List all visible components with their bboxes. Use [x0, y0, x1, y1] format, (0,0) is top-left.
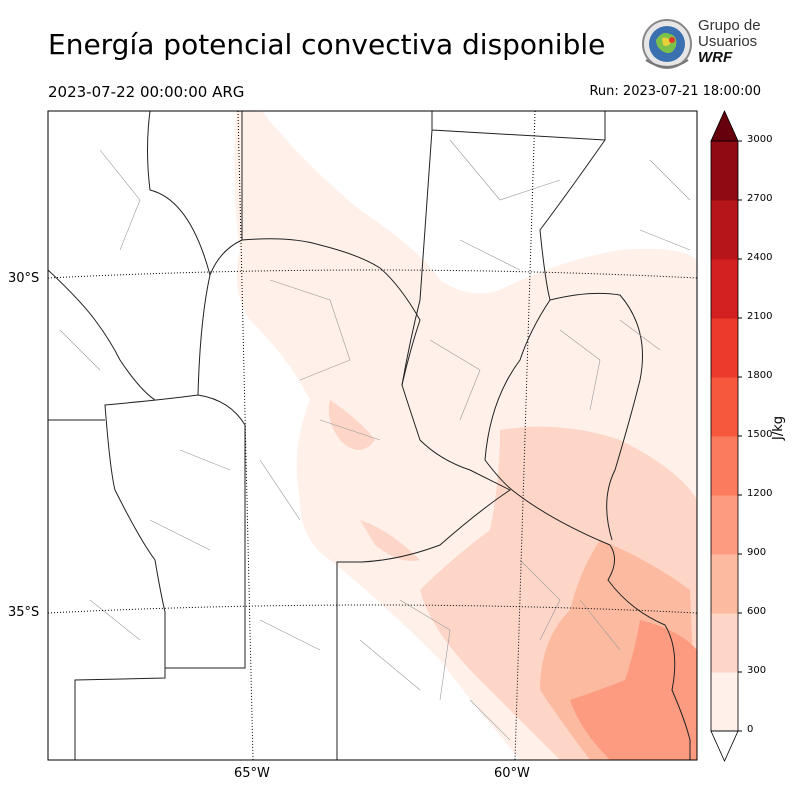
colorbar-segment — [711, 495, 738, 555]
cape-fill-300-600-band — [328, 400, 420, 561]
cape-field — [234, 111, 697, 760]
graticule — [48, 111, 697, 760]
map-frame — [47, 110, 698, 761]
meridian-65w — [237, 111, 254, 760]
colorbar-segment — [711, 554, 738, 614]
colorbar-tick-label: 2400 — [747, 252, 773, 263]
grupo-usuarios-wrf-logo: Grupo de Usuarios WRF — [638, 16, 768, 72]
colorbar — [710, 110, 742, 762]
colorbar-tick-label: 1500 — [747, 429, 773, 440]
colorbar-tick-label: 1800 — [747, 370, 773, 381]
valid-time: 2023-07-22 00:00:00 ARG — [48, 83, 245, 101]
colorbar-tick-label: 600 — [747, 606, 767, 617]
lon-label: 65°W — [234, 766, 270, 781]
colorbar-segment — [711, 436, 738, 496]
logo-line-3: WRF — [698, 49, 733, 66]
colorbar-extend-max — [710, 110, 739, 142]
colorbar-tick-label: 2100 — [747, 311, 773, 322]
lon-label: 60°W — [494, 766, 530, 781]
colorbar-tick-label: 1200 — [747, 488, 773, 499]
map-title: Energía potencial convectiva disponible — [48, 28, 606, 61]
province-border — [241, 111, 511, 760]
province-border — [549, 292, 643, 541]
province-border — [48, 111, 246, 669]
cape-fill-900-1200 — [570, 620, 697, 760]
colorbar-segment — [711, 141, 738, 201]
colorbar-tick-label: 300 — [747, 665, 767, 676]
colorbar-unit: J/kg — [771, 416, 786, 440]
logo-line-2: Usuarios — [698, 33, 758, 50]
department-borders — [59, 139, 691, 741]
colorbar-tick-label: 900 — [747, 547, 767, 558]
coastline — [607, 544, 691, 760]
colorbar-segment — [711, 318, 738, 378]
borders — [48, 111, 691, 760]
province-border — [74, 239, 243, 760]
lat-label: 35°S — [8, 605, 40, 620]
colorbar-segment — [711, 259, 738, 319]
colorbar-tick-label: 3000 — [747, 134, 773, 145]
globe-logo-icon — [642, 19, 692, 69]
colorbar-tick-label: 2700 — [747, 193, 773, 204]
parallel-35s — [48, 604, 697, 614]
run-time: Run: 2023-07-21 18:00:00 — [589, 84, 761, 99]
meridian-60w — [514, 111, 536, 760]
colorbar-segment — [711, 613, 738, 673]
colorbar-segment — [711, 200, 738, 260]
logo-line-1: Grupo de — [698, 17, 761, 34]
colorbar-tick-label: 0 — [747, 724, 754, 735]
lat-label: 30°S — [8, 271, 40, 286]
province-border — [401, 111, 611, 546]
colorbar-segment — [711, 672, 738, 732]
colorbar-segment — [711, 377, 738, 437]
parallel-30s — [48, 269, 697, 279]
colorbar-extend-min — [710, 730, 739, 762]
